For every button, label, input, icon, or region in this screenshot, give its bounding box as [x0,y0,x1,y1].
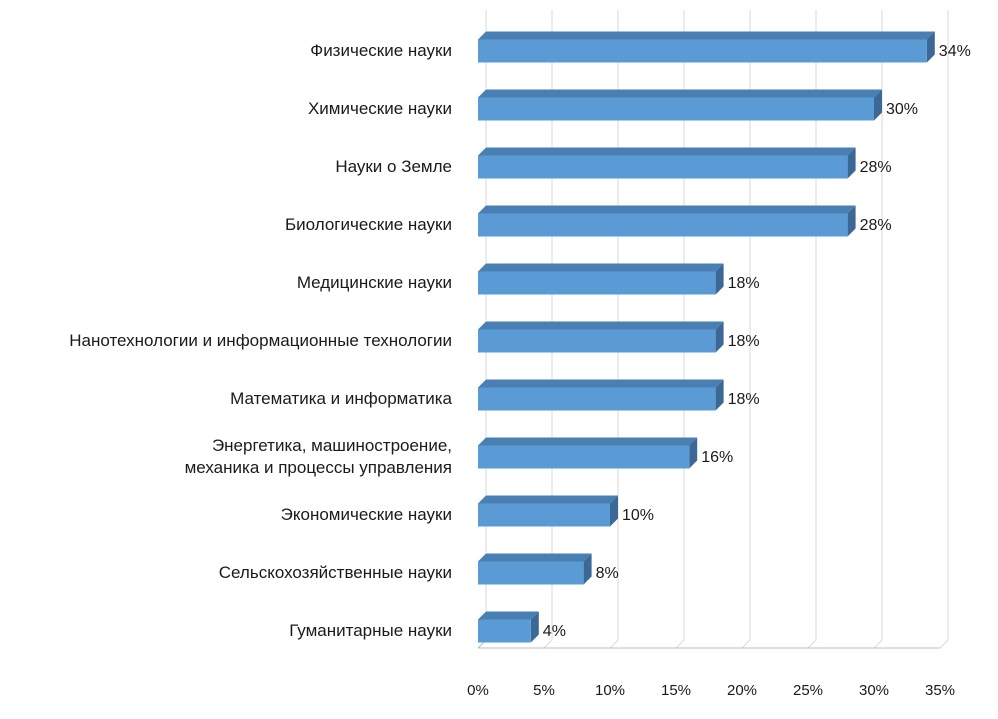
category-label-line: Гуманитарные науки [289,621,452,640]
category-label-line: Нанотехнологии и информационные технолог… [69,331,452,350]
gridline-foot [741,639,751,649]
bar-front [478,619,531,643]
bar-top [478,437,698,446]
bar-top [478,495,618,504]
category-label-line: Науки о Земле [335,157,452,176]
bar-front [478,39,927,63]
bar-front [478,329,716,353]
category-label: Медицинские науки [297,273,452,292]
bar-front [478,445,690,469]
x-tick-label: 5% [533,682,555,699]
category-label-line: Сельскохозяйственные науки [219,563,452,582]
data-label: 8% [596,565,619,582]
bar-front [478,155,848,179]
category-label-line: механика и процессы управления [185,458,452,477]
x-tick-label: 35% [925,682,955,699]
category-label: Биологические науки [285,215,452,234]
x-tick-label: 0% [467,682,489,699]
x-tick-label: 20% [727,682,757,699]
bar [478,263,724,295]
category-label: Физические науки [310,41,452,60]
bar-side [583,553,592,585]
category-label: Гуманитарные науки [289,621,452,640]
bar [478,495,618,527]
data-label: 34% [939,43,971,60]
category-label: Экономические науки [281,505,452,524]
gridline-foot [873,639,883,649]
data-label: 18% [728,391,760,408]
category-label-line: Медицинские науки [297,273,452,292]
bar [478,147,856,179]
bar-side [847,205,856,237]
data-label: 16% [701,449,733,466]
bar [478,89,882,121]
category-label: Энергетика, машиностроение, механика и пр… [185,436,452,477]
bar-side [530,611,539,643]
bar-top [478,147,856,156]
x-tick-label: 15% [661,682,691,699]
bar-top [478,321,724,330]
bar-front [478,387,716,411]
bar-side [874,89,882,121]
category-label-line: Математика и информатика [230,389,452,408]
x-tick-label: 10% [595,682,625,699]
x-tick-label: 25% [793,682,823,699]
bar-top [478,379,724,388]
bar-top [478,263,724,272]
data-label: 10% [622,507,654,524]
bar-front [478,97,874,121]
bars [478,31,935,643]
category-label: Химические науки [308,99,452,118]
category-label-line: Химические науки [308,99,452,118]
gridline-foot [675,639,685,649]
bar-front [478,213,848,237]
bar-side [715,379,724,411]
bar-side [689,437,698,469]
bar-top [478,31,935,40]
data-label: 4% [543,623,566,640]
category-label: Сельскохозяйственные науки [219,563,452,582]
category-label: Науки о Земле [335,157,452,176]
bar [478,205,856,237]
bar-top [478,611,539,620]
labels: 0% 5% 10% 15% 20% 25% 30% 35% 34% Физические наук… [69,41,971,699]
bar-top [478,553,592,562]
data-label: 18% [728,275,760,292]
gridline-foot [939,639,949,649]
bar-front [478,561,584,585]
category-label: Нанотехнологии и информационные технолог… [69,331,452,350]
category-label-line: Энергетика, машиностроение, [212,436,452,455]
bar-side [847,147,856,179]
bar [478,437,698,469]
bar-side [610,495,618,527]
bar-top [478,205,856,214]
bar-front [478,271,716,295]
bar [478,611,539,643]
bar [478,321,724,353]
data-label: 28% [860,159,892,176]
data-label: 30% [886,101,918,118]
bar-side [926,31,935,63]
category-label-line: Физические науки [310,41,452,60]
bar-side [715,321,724,353]
gridline-foot [807,639,817,649]
bar [478,31,935,63]
category-label-line: Экономические науки [281,505,452,524]
bar-side [715,263,724,295]
category-label: Математика и информатика [230,389,452,408]
bar [478,379,724,411]
gridline-foot [609,639,619,649]
data-label: 28% [860,217,892,234]
bar-top [478,89,882,98]
gridline-foot [543,639,553,649]
category-label-line: Биологические науки [285,215,452,234]
x-tick-label: 30% [859,682,889,699]
bar-front [478,503,610,527]
bar [478,553,592,585]
data-label: 18% [728,333,760,350]
